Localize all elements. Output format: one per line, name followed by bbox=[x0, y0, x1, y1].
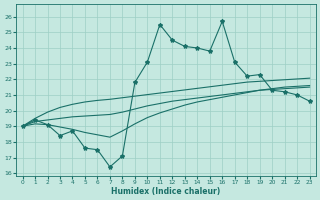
X-axis label: Humidex (Indice chaleur): Humidex (Indice chaleur) bbox=[111, 187, 221, 196]
